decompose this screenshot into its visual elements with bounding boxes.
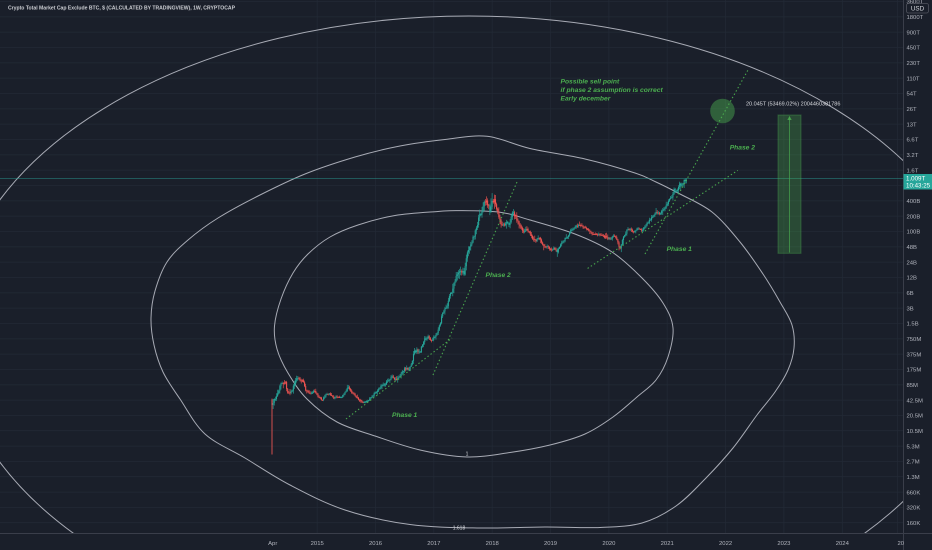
svg-text:1: 1 bbox=[466, 452, 469, 458]
svg-text:1.6T: 1.6T bbox=[907, 168, 919, 174]
svg-text:2016: 2016 bbox=[369, 541, 383, 547]
svg-text:660K: 660K bbox=[907, 490, 921, 496]
svg-text:12B: 12B bbox=[907, 276, 918, 282]
svg-text:Phase 2: Phase 2 bbox=[730, 145, 756, 152]
svg-text:20.5M: 20.5M bbox=[907, 414, 923, 420]
svg-text:Phase 2: Phase 2 bbox=[486, 272, 512, 279]
svg-text:375M: 375M bbox=[907, 352, 922, 358]
svg-text:20.045T (53469.02%) 2004460381: 20.045T (53469.02%) 2004460381786 bbox=[746, 102, 840, 108]
svg-text:230T: 230T bbox=[907, 61, 921, 67]
svg-text:Early december: Early december bbox=[561, 96, 611, 103]
svg-text:5.3M: 5.3M bbox=[907, 444, 920, 450]
svg-text:2018: 2018 bbox=[486, 541, 500, 547]
svg-text:10:43:25: 10:43:25 bbox=[906, 183, 931, 190]
svg-text:48B: 48B bbox=[907, 245, 918, 251]
svg-text:200B: 200B bbox=[907, 214, 921, 220]
svg-text:10.5M: 10.5M bbox=[907, 429, 923, 435]
svg-text:24B: 24B bbox=[907, 260, 918, 266]
svg-text:2015: 2015 bbox=[311, 541, 325, 547]
svg-text:2023: 2023 bbox=[777, 541, 791, 547]
svg-text:1.618: 1.618 bbox=[453, 526, 466, 532]
svg-text:Phase 1: Phase 1 bbox=[392, 412, 418, 419]
svg-text:100B: 100B bbox=[907, 230, 921, 236]
svg-text:54T: 54T bbox=[907, 92, 918, 98]
svg-text:3600T: 3600T bbox=[907, 0, 924, 6]
svg-text:900T: 900T bbox=[907, 30, 921, 36]
svg-text:2.7M: 2.7M bbox=[907, 460, 920, 466]
svg-text:2021: 2021 bbox=[661, 541, 674, 547]
svg-text:2024: 2024 bbox=[836, 541, 850, 547]
svg-text:160K: 160K bbox=[907, 521, 921, 527]
svg-text:2020: 2020 bbox=[602, 541, 616, 547]
svg-text:42.5M: 42.5M bbox=[907, 398, 923, 404]
svg-text:2017: 2017 bbox=[427, 541, 440, 547]
svg-text:Possible sell point: Possible sell point bbox=[561, 78, 620, 85]
svg-text:6.6T: 6.6T bbox=[907, 138, 919, 144]
svg-text:400B: 400B bbox=[907, 199, 921, 205]
svg-text:1.5B: 1.5B bbox=[907, 322, 919, 328]
svg-text:Apr: Apr bbox=[268, 541, 277, 547]
svg-text:750M: 750M bbox=[907, 337, 922, 343]
svg-text:1.3M: 1.3M bbox=[907, 475, 920, 481]
svg-text:Phase 1: Phase 1 bbox=[667, 246, 693, 253]
svg-text:1.009T: 1.009T bbox=[906, 176, 925, 183]
svg-text:Crypto Total Market Cap Exclud: Crypto Total Market Cap Exclude BTC, $ (… bbox=[8, 6, 236, 12]
svg-text:175M: 175M bbox=[907, 368, 922, 374]
svg-text:320K: 320K bbox=[907, 506, 921, 512]
svg-text:USD: USD bbox=[911, 6, 925, 13]
svg-text:if phase 2 assumption is corre: if phase 2 assumption is correct bbox=[561, 87, 664, 94]
svg-text:110T: 110T bbox=[907, 76, 920, 82]
svg-text:26T: 26T bbox=[907, 107, 918, 113]
svg-text:3B: 3B bbox=[907, 306, 914, 312]
svg-text:2019: 2019 bbox=[544, 541, 557, 547]
svg-text:1800T: 1800T bbox=[907, 15, 924, 21]
svg-text:85M: 85M bbox=[907, 383, 919, 389]
svg-text:20: 20 bbox=[898, 541, 905, 547]
svg-text:450T: 450T bbox=[907, 46, 921, 52]
svg-text:6B: 6B bbox=[907, 291, 914, 297]
svg-text:3.2T: 3.2T bbox=[907, 153, 919, 159]
svg-text:2022: 2022 bbox=[719, 541, 732, 547]
svg-text:13T: 13T bbox=[907, 122, 918, 128]
